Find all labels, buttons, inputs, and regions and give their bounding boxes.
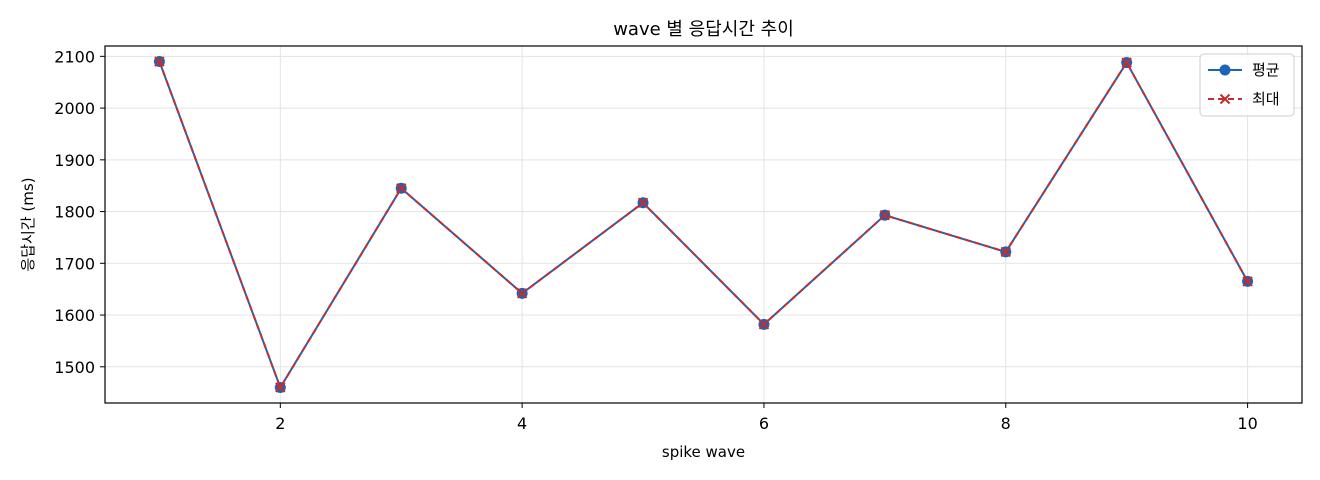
plot-frame [104,45,1303,404]
series-2-point-stroke-b [516,288,528,299]
series-2-point [1242,276,1253,287]
y-tick-label: 1800 [54,203,95,222]
series-2-point-stroke-b [1121,57,1132,68]
x-axis-label: spike wave [662,443,745,461]
series-2-point-stroke-b [1000,246,1011,258]
legend-entry: 평균 [1208,61,1280,79]
legend-swatch-marker-stroke-b [1219,93,1231,105]
series-2-point [516,288,528,299]
x-tick-label: 2 [275,414,285,433]
series-2-point-stroke-b [637,197,649,208]
series-2-point [396,183,407,194]
y-tick-label: 1700 [54,254,95,273]
series-2-point [1121,57,1132,68]
series-2-point [275,382,286,393]
series-2-point-stroke-b [396,183,407,194]
y-axis-label: 응답시간 (ms) [19,177,37,271]
series-2-point-stroke-b [275,382,286,393]
x-tick-label: 6 [759,414,769,433]
grid [105,46,1302,403]
legend-swatch-marker [1219,64,1231,76]
legend-swatch-marker [1219,93,1231,105]
x-tick-label: 4 [517,414,527,433]
series-2-point [1000,246,1011,258]
legend-label: 최대 [1252,90,1280,108]
series-2-point-stroke-b [879,209,891,221]
x-tick-label: 8 [1001,414,1011,433]
series-2-point [154,56,165,67]
series-2-point [637,197,649,208]
ticks: 2 4 6 8 10 1500 1600 1700 1800 1900 2000 2100 [54,47,1257,433]
series-2-point-stroke-b [758,319,770,330]
series-2-line [158,61,1249,389]
legend-entry: 최대 [1208,90,1280,108]
x-tick-label: 10 [1237,414,1257,433]
series-layer [153,56,1254,393]
series-2-point [879,209,891,221]
series-2-point-stroke-b [1242,276,1253,287]
y-tick-label: 1900 [54,151,95,170]
series-2-point [758,319,770,330]
y-tick-label: 1500 [54,358,95,377]
y-tick-label: 2100 [54,47,95,66]
chart-title: wave 별 응답시간 추이 [613,19,794,40]
y-tick-label: 2000 [54,99,95,118]
legend-box [1199,53,1295,117]
series-2-point-stroke-b [154,56,165,67]
y-tick-label: 1600 [54,306,95,325]
legend-label: 평균 [1252,61,1280,79]
